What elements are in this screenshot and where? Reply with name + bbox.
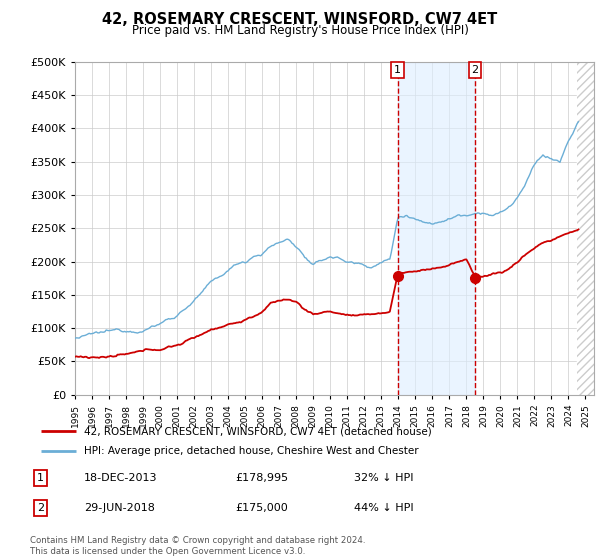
Text: £175,000: £175,000	[235, 503, 288, 513]
Text: 2: 2	[472, 66, 478, 75]
Text: 18-DEC-2013: 18-DEC-2013	[84, 473, 157, 483]
Bar	[577, 62, 594, 395]
Bar	[577, 62, 594, 395]
Text: 1: 1	[394, 66, 401, 75]
Text: 1: 1	[37, 473, 44, 483]
Text: 2: 2	[37, 503, 44, 513]
Text: 42, ROSEMARY CRESCENT, WINSFORD, CW7 4ET (detached house): 42, ROSEMARY CRESCENT, WINSFORD, CW7 4ET…	[84, 426, 432, 436]
Text: 29-JUN-2018: 29-JUN-2018	[84, 503, 155, 513]
Text: Price paid vs. HM Land Registry's House Price Index (HPI): Price paid vs. HM Land Registry's House …	[131, 24, 469, 37]
Bar	[398, 62, 475, 395]
Text: 32% ↓ HPI: 32% ↓ HPI	[354, 473, 413, 483]
Text: 44% ↓ HPI: 44% ↓ HPI	[354, 503, 413, 513]
Text: £178,995: £178,995	[235, 473, 289, 483]
Text: Contains HM Land Registry data © Crown copyright and database right 2024.
This d: Contains HM Land Registry data © Crown c…	[30, 536, 365, 556]
Text: 42, ROSEMARY CRESCENT, WINSFORD, CW7 4ET: 42, ROSEMARY CRESCENT, WINSFORD, CW7 4ET	[103, 12, 497, 27]
Text: HPI: Average price, detached house, Cheshire West and Chester: HPI: Average price, detached house, Ches…	[84, 446, 419, 456]
